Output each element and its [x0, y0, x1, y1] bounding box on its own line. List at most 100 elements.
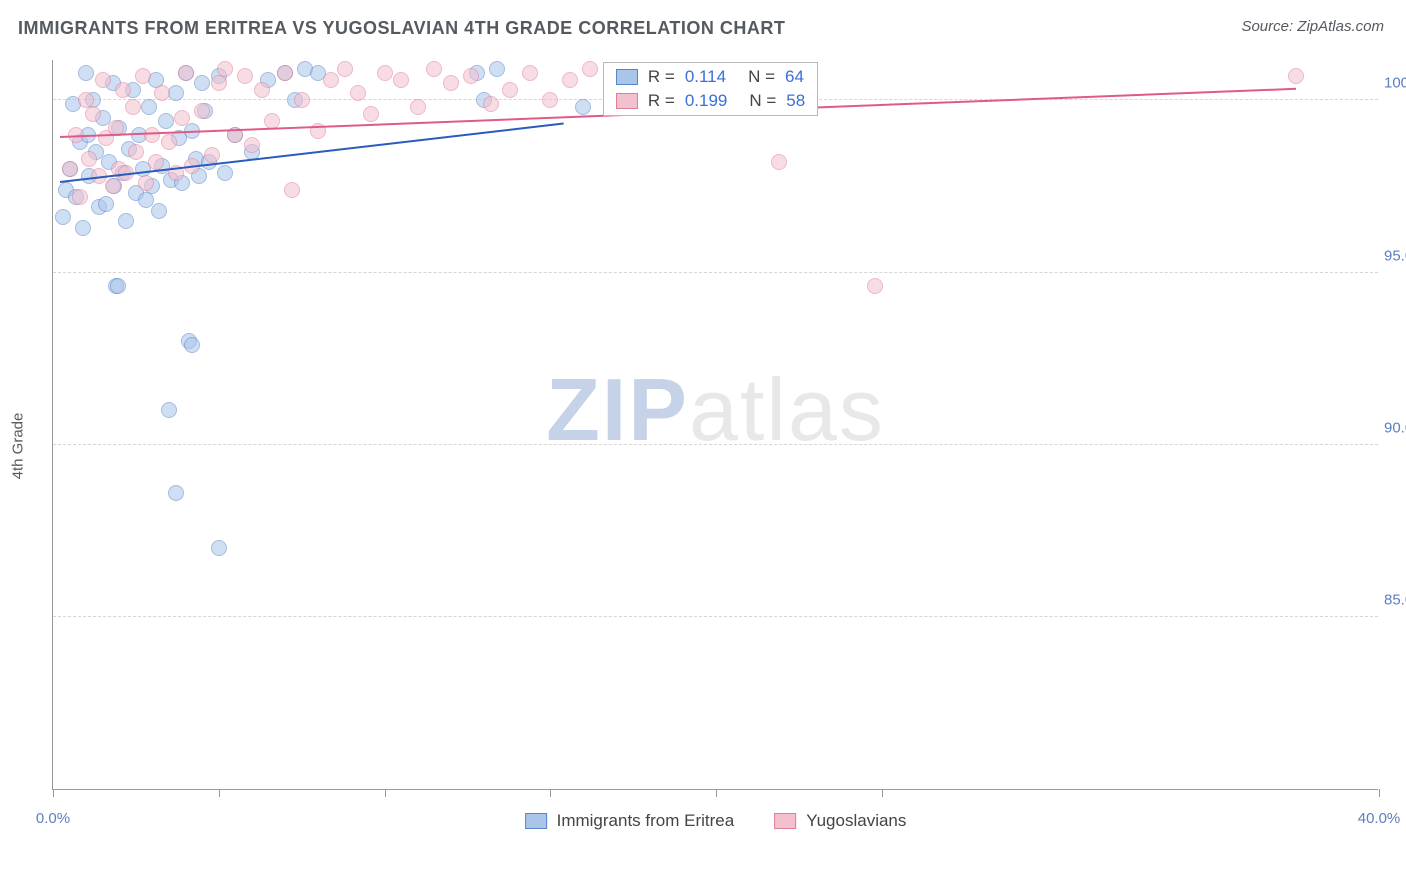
- data-point: [72, 189, 88, 205]
- stat-n-value: 64: [785, 67, 804, 87]
- x-tick: [716, 789, 717, 797]
- data-point: [489, 61, 505, 77]
- stats-row: R = 0.114 N = 64: [604, 65, 817, 89]
- data-point: [350, 85, 366, 101]
- data-point: [323, 72, 339, 88]
- data-point: [85, 106, 101, 122]
- data-point: [81, 151, 97, 167]
- data-point: [217, 165, 233, 181]
- data-point: [138, 175, 154, 191]
- stat-n-value: 58: [786, 91, 805, 111]
- data-point: [277, 65, 293, 81]
- data-point: [55, 209, 71, 225]
- data-point: [161, 134, 177, 150]
- x-tick: [882, 789, 883, 797]
- legend-item: Yugoslavians: [774, 811, 906, 831]
- data-point: [284, 182, 300, 198]
- data-point: [128, 144, 144, 160]
- data-point: [148, 154, 164, 170]
- data-point: [161, 402, 177, 418]
- stat-n-label: N =: [748, 67, 775, 87]
- legend-swatch: [616, 69, 638, 85]
- data-point: [194, 75, 210, 91]
- data-point: [158, 113, 174, 129]
- x-tick: [385, 789, 386, 797]
- data-point: [98, 196, 114, 212]
- watermark: ZIPatlas: [546, 359, 885, 461]
- x-tick: [53, 789, 54, 797]
- y-tick-label: 90.0%: [1384, 419, 1406, 436]
- data-point: [410, 99, 426, 115]
- data-point: [62, 161, 78, 177]
- data-point: [426, 61, 442, 77]
- data-point: [184, 337, 200, 353]
- y-axis-label: 4th Grade: [10, 413, 27, 480]
- x-tick-label: 40.0%: [1358, 810, 1401, 827]
- correlation-chart: IMMIGRANTS FROM ERITREA VS YUGOSLAVIAN 4…: [0, 0, 1406, 892]
- data-point: [115, 82, 131, 98]
- chart-title: IMMIGRANTS FROM ERITREA VS YUGOSLAVIAN 4…: [18, 18, 785, 39]
- data-point: [522, 65, 538, 81]
- x-tick: [219, 789, 220, 797]
- data-point: [244, 137, 260, 153]
- data-point: [151, 203, 167, 219]
- data-point: [363, 106, 379, 122]
- data-point: [575, 99, 591, 115]
- data-point: [178, 65, 194, 81]
- data-point: [141, 99, 157, 115]
- y-tick-label: 100.0%: [1384, 75, 1406, 92]
- data-point: [204, 147, 220, 163]
- data-point: [542, 92, 558, 108]
- data-point: [377, 65, 393, 81]
- plot-area: ZIPatlas 85.0%90.0%95.0%100.0%0.0%40.0%R…: [52, 60, 1378, 790]
- stat-r-value: 0.114: [685, 67, 726, 87]
- data-point: [393, 72, 409, 88]
- data-point: [211, 540, 227, 556]
- x-tick-label: 0.0%: [36, 810, 70, 827]
- data-point: [1288, 68, 1304, 84]
- data-point: [502, 82, 518, 98]
- gridline: [53, 616, 1378, 617]
- chart-source: Source: ZipAtlas.com: [1241, 18, 1384, 35]
- stats-row: R = 0.199 N = 58: [604, 89, 817, 113]
- data-point: [217, 61, 233, 77]
- gridline: [53, 272, 1378, 273]
- data-point: [867, 278, 883, 294]
- data-point: [144, 127, 160, 143]
- legend-swatch: [616, 93, 638, 109]
- data-point: [110, 278, 126, 294]
- y-tick-label: 95.0%: [1384, 247, 1406, 264]
- x-tick: [550, 789, 551, 797]
- gridline: [53, 444, 1378, 445]
- x-tick: [1379, 789, 1380, 797]
- data-point: [294, 92, 310, 108]
- data-point: [443, 75, 459, 91]
- data-point: [483, 96, 499, 112]
- data-point: [237, 68, 253, 84]
- stats-legend: R = 0.114 N = 64 R = 0.199 N = 58: [603, 62, 818, 116]
- data-point: [562, 72, 578, 88]
- stat-r-label: R =: [648, 91, 675, 111]
- data-point: [174, 110, 190, 126]
- data-point: [194, 103, 210, 119]
- data-point: [118, 213, 134, 229]
- data-point: [211, 75, 227, 91]
- data-point: [95, 72, 111, 88]
- data-point: [337, 61, 353, 77]
- legend-swatch: [774, 813, 796, 829]
- stat-r-label: R =: [648, 67, 675, 87]
- stat-r-value: 0.199: [685, 91, 728, 111]
- data-point: [771, 154, 787, 170]
- data-point: [254, 82, 270, 98]
- legend-label: Yugoslavians: [806, 811, 906, 831]
- data-point: [582, 61, 598, 77]
- y-tick-label: 85.0%: [1384, 591, 1406, 608]
- data-point: [75, 220, 91, 236]
- stat-n-label: N =: [749, 91, 776, 111]
- legend-item: Immigrants from Eritrea: [525, 811, 735, 831]
- data-point: [78, 65, 94, 81]
- data-point: [125, 99, 141, 115]
- data-point: [463, 68, 479, 84]
- legend-swatch: [525, 813, 547, 829]
- bottom-legend: Immigrants from Eritrea Yugoslavians: [525, 811, 907, 831]
